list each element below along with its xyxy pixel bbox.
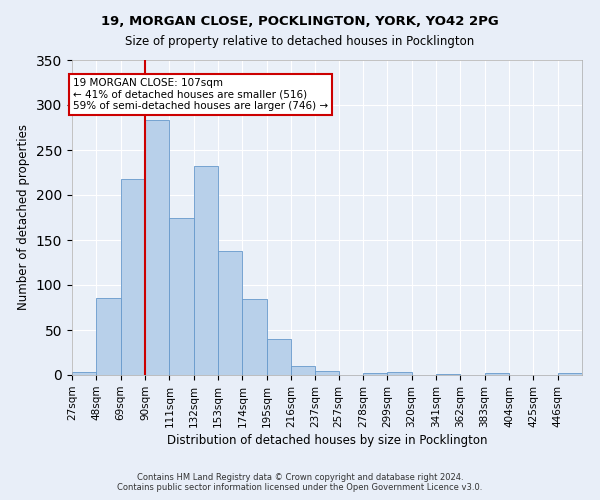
- Text: Size of property relative to detached houses in Pocklington: Size of property relative to detached ho…: [125, 35, 475, 48]
- Bar: [387, 372, 412, 375]
- Y-axis label: Number of detached properties: Number of detached properties: [17, 124, 31, 310]
- Text: Contains HM Land Registry data © Crown copyright and database right 2024.
Contai: Contains HM Land Registry data © Crown c…: [118, 473, 482, 492]
- Bar: [97, 298, 121, 375]
- Bar: [218, 251, 242, 375]
- Bar: [194, 166, 218, 375]
- Bar: [316, 370, 338, 375]
- Bar: [72, 372, 97, 375]
- Text: 19, MORGAN CLOSE, POCKLINGTON, YORK, YO42 2PG: 19, MORGAN CLOSE, POCKLINGTON, YORK, YO4…: [101, 15, 499, 28]
- Bar: [267, 339, 291, 375]
- Bar: [363, 373, 387, 375]
- Bar: [242, 298, 267, 375]
- Bar: [145, 120, 169, 375]
- Bar: [169, 218, 194, 375]
- Bar: [485, 373, 509, 375]
- Bar: [436, 374, 460, 375]
- Bar: [291, 366, 316, 375]
- X-axis label: Distribution of detached houses by size in Pocklington: Distribution of detached houses by size …: [167, 434, 487, 447]
- Text: 19 MORGAN CLOSE: 107sqm
← 41% of detached houses are smaller (516)
59% of semi-d: 19 MORGAN CLOSE: 107sqm ← 41% of detache…: [73, 78, 328, 111]
- Bar: [121, 179, 145, 375]
- Bar: [557, 373, 582, 375]
